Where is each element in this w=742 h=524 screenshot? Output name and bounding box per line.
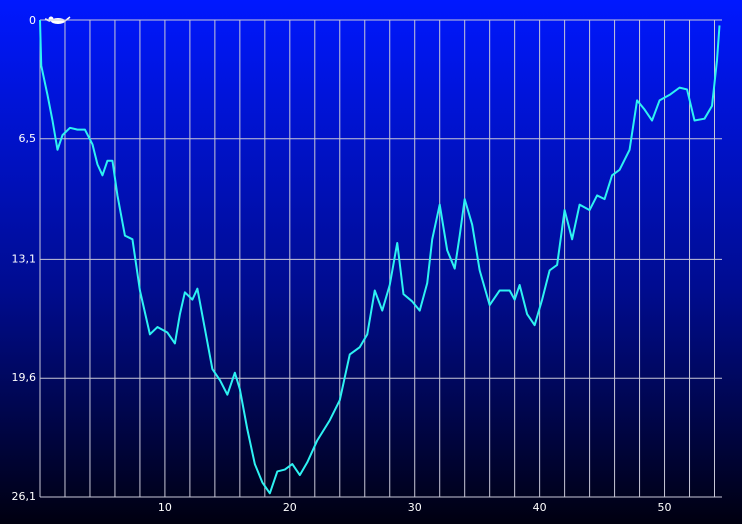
depth-line (39, 19, 721, 495)
x-tick-label: 50 (658, 501, 672, 514)
x-tick-label: 20 (283, 501, 297, 514)
y-tick-label: 13,1 (12, 252, 37, 265)
y-tick-label: 0 (29, 14, 36, 27)
x-tick-label: 30 (408, 501, 422, 514)
x-tick-label: 40 (533, 501, 547, 514)
y-tick-label: 6,5 (19, 132, 37, 145)
y-tick-label: 26,1 (12, 490, 37, 503)
y-tick-label: 19,6 (12, 371, 37, 384)
x-tick-label: 10 (158, 501, 172, 514)
